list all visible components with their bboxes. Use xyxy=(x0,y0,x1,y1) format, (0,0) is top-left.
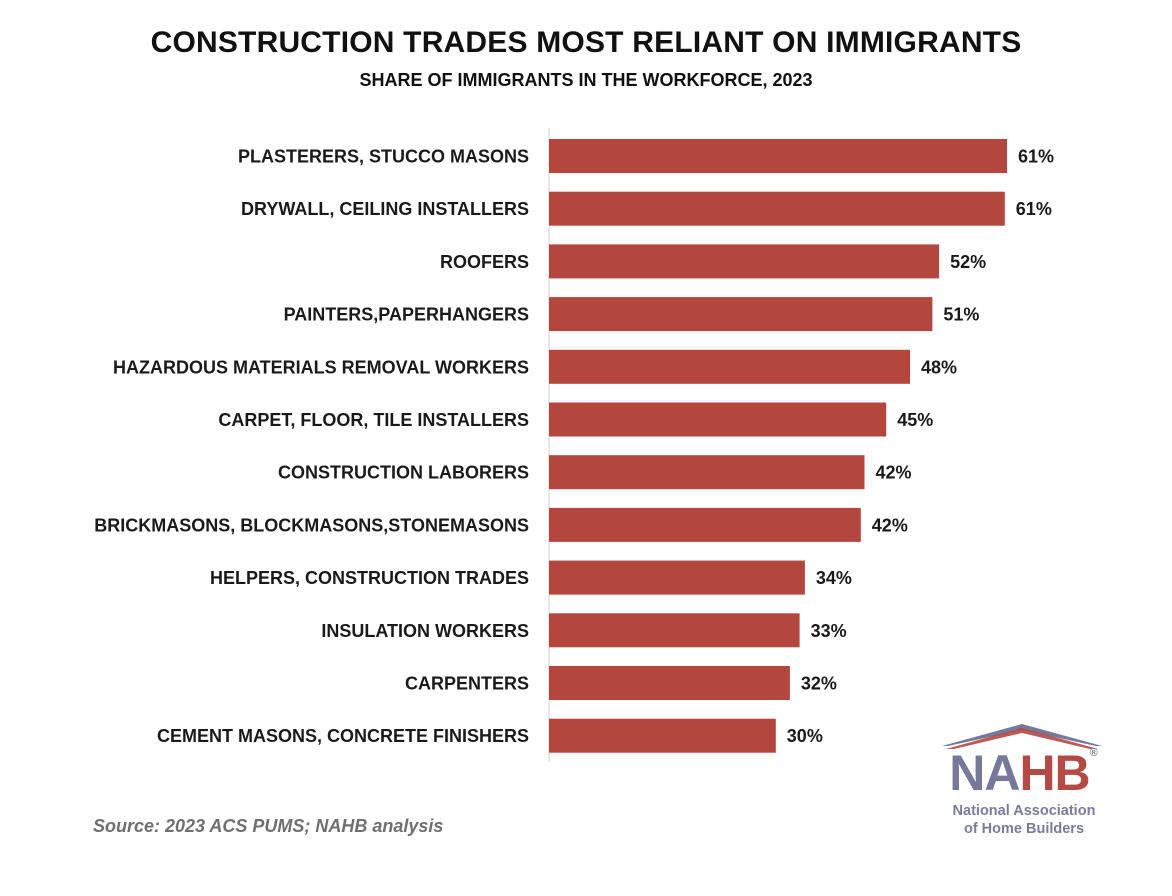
category-label: INSULATION WORKERS xyxy=(321,621,529,641)
bar xyxy=(549,191,1005,226)
category-label: DRYWALL, CEILING INSTALLERS xyxy=(241,199,529,219)
logo-wordmark: NAHB® xyxy=(949,745,1098,801)
category-label: CONSTRUCTION LABORERS xyxy=(278,463,529,483)
value-label: 48% xyxy=(921,357,957,377)
value-label: 42% xyxy=(872,515,908,535)
logo-caption-line1: National Association xyxy=(952,803,1096,819)
value-label: 51% xyxy=(943,305,979,325)
source-note: Source: 2023 ACS PUMS; NAHB analysis xyxy=(93,816,444,836)
category-label: PLASTERERS, STUCCO MASONS xyxy=(238,147,529,167)
bar xyxy=(549,244,940,279)
bar xyxy=(549,455,865,490)
value-label: 52% xyxy=(950,252,986,272)
logo-caption-line2: of Home Builders xyxy=(963,821,1085,837)
value-label: 42% xyxy=(876,463,912,483)
bar xyxy=(549,666,790,700)
bar xyxy=(549,349,910,384)
bar xyxy=(549,402,887,437)
bar xyxy=(549,560,805,595)
bar xyxy=(549,297,933,332)
category-label: HELPERS, CONSTRUCTION TRADES xyxy=(210,568,529,588)
bar xyxy=(549,507,861,542)
value-label: 61% xyxy=(1018,147,1054,167)
value-label: 33% xyxy=(811,621,847,641)
value-label: 45% xyxy=(897,410,933,430)
value-label: 34% xyxy=(816,568,852,588)
logo-caption: National Association of Home Builders xyxy=(936,802,1112,838)
category-label: CARPET, FLOOR, TILE INSTALLERS xyxy=(218,410,529,430)
value-label: 61% xyxy=(1016,199,1052,219)
category-label: CARPENTERS xyxy=(405,674,529,694)
category-label: HAZARDOUS MATERIALS REMOVAL WORKERS xyxy=(113,357,529,377)
bar xyxy=(549,139,1007,173)
nahb-logo: NAHB® National Association of Home Build… xyxy=(936,718,1112,848)
bar xyxy=(549,718,776,753)
category-label: CEMENT MASONS, CONCRETE FINISHERS xyxy=(157,726,529,746)
category-label: ROOFERS xyxy=(440,252,529,272)
value-label: 32% xyxy=(801,674,837,694)
chart-title: CONSTRUCTION TRADES MOST RELIANT ON IMMI… xyxy=(150,26,1022,59)
category-label: PAINTERS,PAPERHANGERS xyxy=(284,305,529,325)
house-roof-icon xyxy=(942,724,1102,749)
chart-subtitle: SHARE OF IMMIGRANTS IN THE WORKFORCE, 20… xyxy=(359,70,813,90)
value-label: 30% xyxy=(787,726,823,746)
category-label: BRICKMASONS, BLOCKMASONS,STONEMASONS xyxy=(94,515,529,535)
bar xyxy=(549,613,800,648)
